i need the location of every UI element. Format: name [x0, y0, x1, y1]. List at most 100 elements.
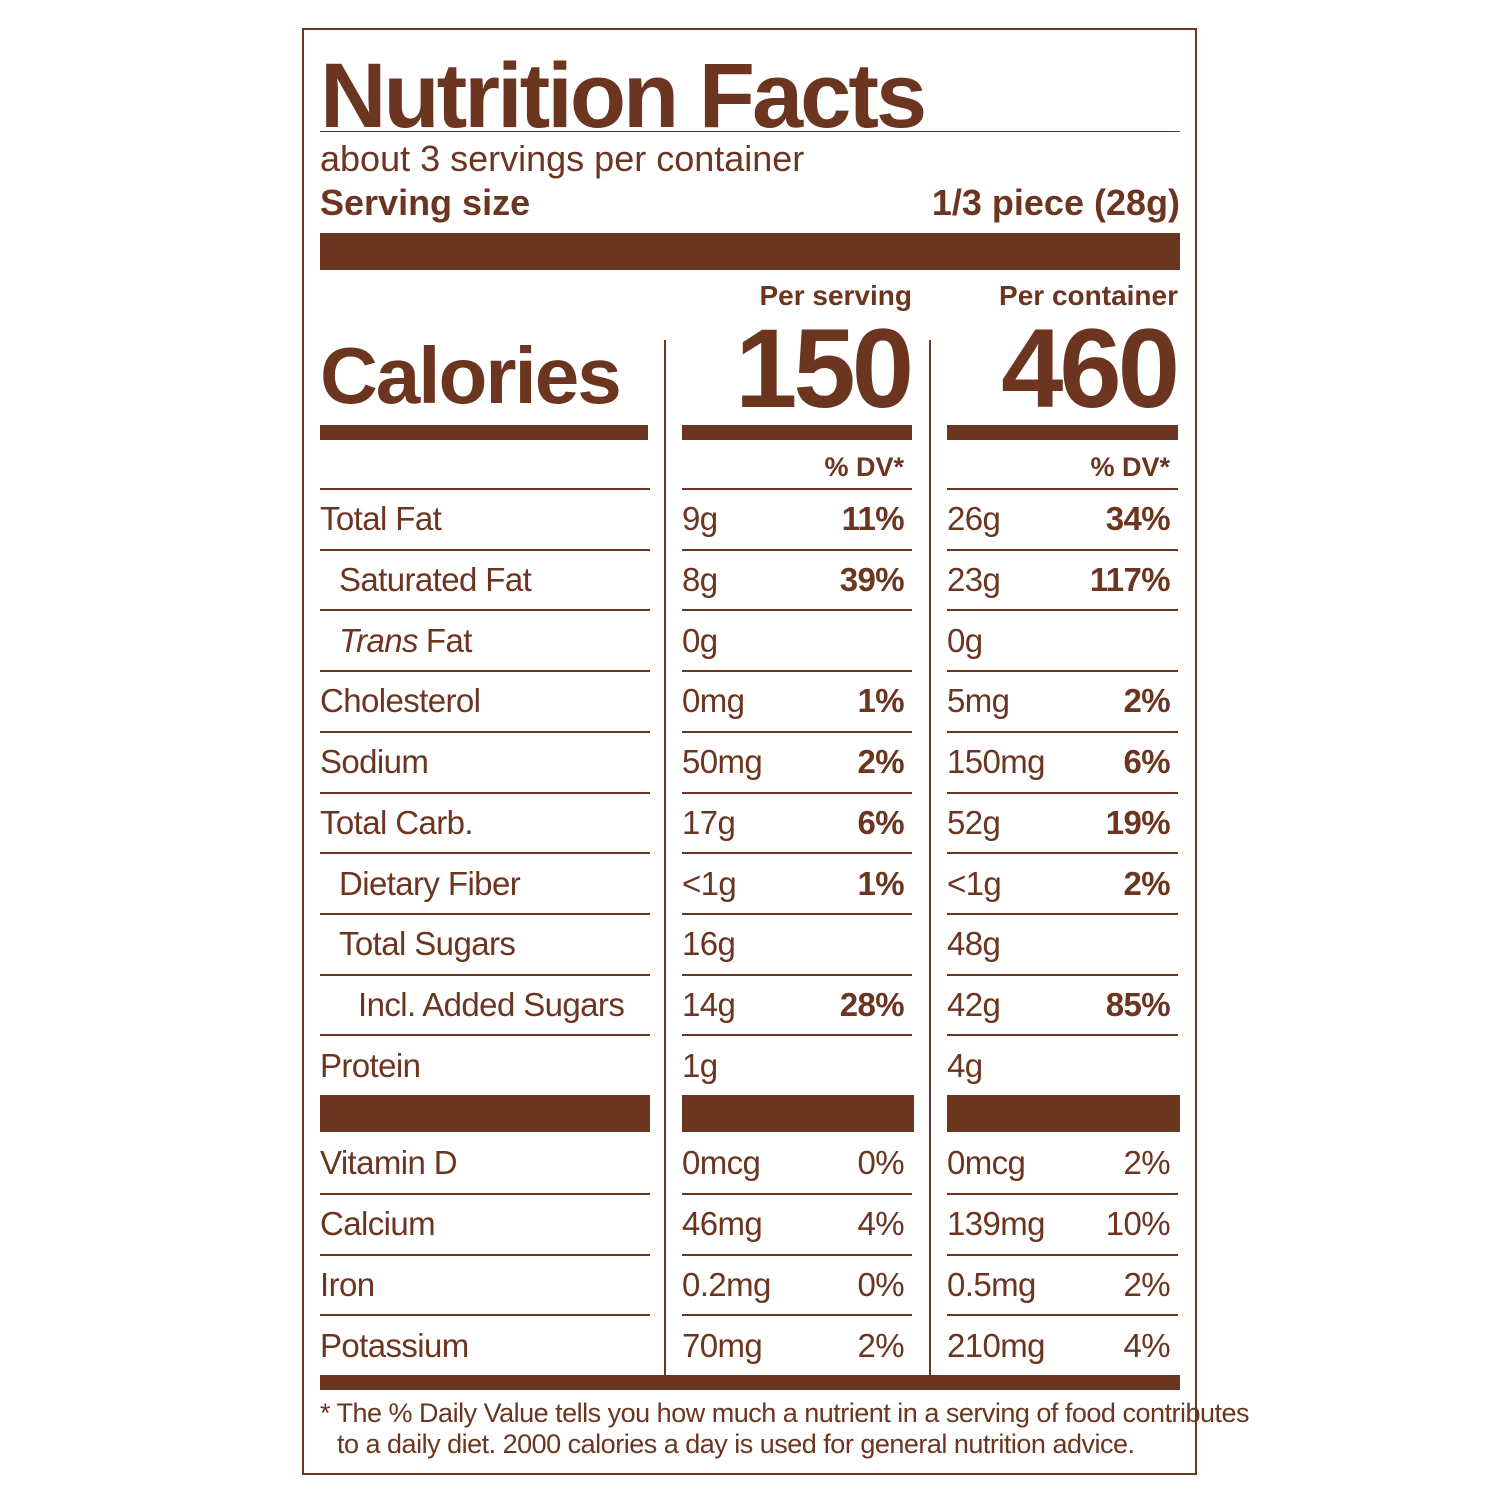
cell: 0.5mg 2%: [947, 1253, 1178, 1315]
servings: about 3 servings per container: [320, 138, 805, 179]
thick-bar: [947, 1095, 1180, 1132]
daily-value: 2%: [1123, 1265, 1171, 1303]
title: Nutrition Facts: [320, 45, 927, 147]
cell: 16g: [682, 912, 912, 974]
nutrient-name: Calcium: [320, 1192, 650, 1254]
nutrient-name: Cholesterol: [320, 670, 650, 731]
nutrient-name: Potassium: [320, 1314, 650, 1375]
cell: 139mg 10%: [947, 1192, 1178, 1254]
nutrient-name: Saturated Fat: [320, 548, 650, 610]
amount: 70mg: [682, 1326, 763, 1364]
amount: 5mg: [947, 682, 1010, 720]
amount: 0mcg: [682, 1144, 761, 1182]
amount: 0.2mg: [682, 1265, 771, 1303]
daily-value: 2%: [857, 743, 905, 781]
cell: 14g 28%: [682, 973, 912, 1035]
amount: 48g: [947, 925, 1001, 963]
daily-value: 39%: [839, 561, 905, 599]
amount: 26g: [947, 500, 1001, 538]
cell: 0mcg 0%: [682, 1132, 912, 1193]
amount: 1g: [682, 1046, 718, 1084]
serving-size-label: Serving size: [320, 182, 531, 223]
rule: [320, 131, 1180, 132]
name: Incl. Added Sugars: [358, 985, 625, 1023]
amount: 23g: [947, 561, 1001, 599]
calories-value: 460: [1001, 306, 1180, 431]
thick-bar: [682, 1095, 914, 1132]
amount: 0mg: [682, 682, 745, 720]
thick-bar: [320, 233, 1180, 270]
cell: <1g 2%: [947, 852, 1178, 913]
daily-value: 6%: [857, 803, 905, 841]
amount: 0g: [682, 621, 718, 659]
amount: 16g: [682, 925, 736, 963]
cell: 17g 6%: [682, 791, 912, 853]
nutrient-name: Trans Fat: [320, 609, 650, 670]
daily-value: 2%: [1123, 1144, 1171, 1182]
cell: 5mg 2%: [947, 670, 1178, 731]
amount: 42g: [947, 985, 1001, 1023]
cell: 26g 34%: [947, 488, 1178, 549]
name: Sodium: [320, 743, 429, 781]
amount: 9g: [682, 500, 718, 538]
amount: 150mg: [947, 743, 1046, 781]
italic-prefix: Trans: [339, 621, 419, 659]
name: Total Carb.: [320, 803, 474, 841]
cell: 50mg 2%: [682, 730, 912, 792]
nutrient-name: Iron: [320, 1253, 650, 1315]
daily-value: 34%: [1105, 500, 1171, 538]
cell: 9g 11%: [682, 488, 912, 549]
nutrient-name: Sodium: [320, 730, 650, 792]
daily-value: 4%: [857, 1205, 905, 1243]
daily-value: 4%: [1123, 1326, 1171, 1364]
name: Vitamin D: [320, 1144, 458, 1182]
cell: 23g 117%: [947, 548, 1178, 610]
daily-value: 1%: [857, 682, 905, 720]
calories-label: Calories: [320, 331, 622, 420]
amount: 50mg: [682, 743, 763, 781]
daily-value: 0%: [857, 1265, 905, 1303]
thick-bar: [682, 425, 912, 440]
name: Protein: [320, 1046, 421, 1084]
amount: <1g: [682, 864, 737, 902]
name: Calcium: [320, 1205, 436, 1243]
dv-header: % DV*: [824, 452, 904, 482]
daily-value: 10%: [1105, 1205, 1171, 1243]
daily-value: 19%: [1105, 803, 1171, 841]
cell: 42g 85%: [947, 973, 1178, 1035]
nutrient-name: Total Carb.: [320, 791, 650, 853]
name: Saturated Fat: [339, 561, 532, 599]
column-divider: [664, 340, 666, 1375]
amount: 0mcg: [947, 1144, 1026, 1182]
daily-value: 2%: [1123, 682, 1171, 720]
cell: 4g: [947, 1034, 1178, 1095]
amount: 17g: [682, 803, 736, 841]
cell: 48g: [947, 912, 1178, 974]
cell: <1g 1%: [682, 852, 912, 913]
cell: 0.2mg 0%: [682, 1253, 912, 1315]
dv-header: % DV*: [1090, 452, 1170, 482]
daily-value: 1%: [857, 864, 905, 902]
amount: 0.5mg: [947, 1265, 1036, 1303]
nutrient-name: Total Sugars: [320, 912, 650, 974]
daily-value: 2%: [857, 1326, 905, 1364]
daily-value: 117%: [1089, 561, 1171, 599]
cell: 0mcg 2%: [947, 1132, 1178, 1193]
nutrient-name: Protein: [320, 1034, 650, 1095]
cell: 70mg 2%: [682, 1314, 912, 1375]
name: Dietary Fiber: [339, 864, 521, 902]
daily-value: 11%: [841, 500, 905, 538]
thick-bar: [320, 425, 648, 440]
name: Total Fat: [320, 500, 442, 538]
nutrient-name: Total Fat: [320, 488, 650, 549]
name: Potassium: [320, 1326, 469, 1364]
thick-bar: [947, 425, 1178, 440]
daily-value: 2%: [1123, 864, 1171, 902]
frame: [302, 28, 1197, 1475]
amount: <1g: [947, 864, 1002, 902]
cell: 0g: [947, 609, 1178, 670]
cell: 8g 39%: [682, 548, 912, 610]
daily-value: 28%: [839, 985, 905, 1023]
cell: 0g: [682, 609, 912, 670]
